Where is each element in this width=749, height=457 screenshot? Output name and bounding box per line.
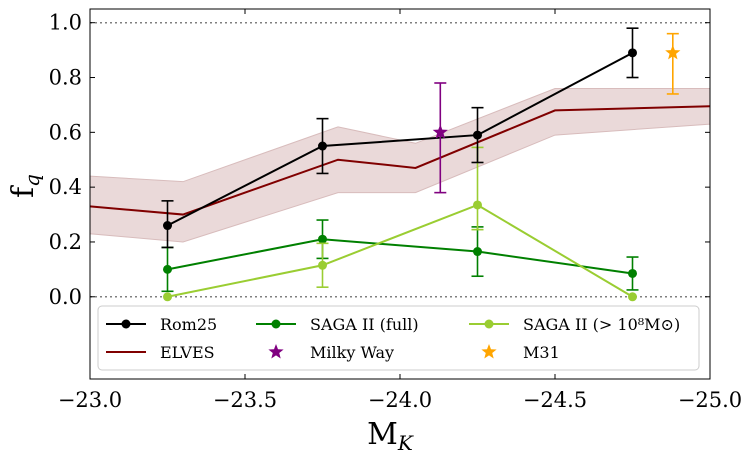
data-point bbox=[318, 260, 327, 270]
legend-item-rom25: Rom25 bbox=[106, 315, 217, 334]
series-saga-ii-10-m bbox=[163, 146, 637, 302]
series-line bbox=[167, 238, 633, 275]
data-point bbox=[473, 247, 482, 257]
legend-marker bbox=[484, 319, 494, 329]
data-point bbox=[665, 44, 681, 60]
y-tick-label: 0.6 bbox=[49, 120, 82, 144]
x-axis-title: MK bbox=[367, 417, 414, 455]
data-point bbox=[628, 48, 637, 58]
series-layer bbox=[89, 27, 711, 302]
data-point bbox=[628, 292, 637, 302]
x-tick-label: −25.0 bbox=[678, 388, 742, 412]
legend-label: M31 bbox=[523, 343, 560, 362]
x-tick-label: −24.0 bbox=[368, 388, 432, 412]
legend-label: SAGA II (> 10⁸M⊙) bbox=[523, 315, 680, 334]
y-tick-label: 0.0 bbox=[49, 285, 82, 309]
legend-item-elves: ELVES bbox=[106, 343, 215, 362]
elves-band-layer bbox=[89, 87, 711, 243]
data-point bbox=[432, 124, 448, 139]
x-axis-title-sub: K bbox=[397, 431, 414, 455]
legend-item-m31: M31 bbox=[481, 343, 560, 362]
legend-marker bbox=[271, 319, 281, 329]
y-axis-title: fq bbox=[6, 174, 44, 198]
x-tick-label: −24.5 bbox=[523, 388, 587, 412]
legend-items: Rom25 ELVES SAGA II (full) Milky Way SAGA II… bbox=[106, 315, 680, 362]
legend-item-saga-ii-10-m: SAGA II (> 10⁸M⊙) bbox=[469, 315, 680, 334]
legend-marker bbox=[121, 319, 131, 329]
data-point bbox=[163, 292, 172, 302]
data-point bbox=[473, 130, 482, 140]
series-milky-way bbox=[432, 82, 448, 194]
legend-label: Rom25 bbox=[160, 315, 217, 334]
series-line bbox=[167, 51, 633, 227]
legend-marker bbox=[481, 344, 497, 359]
data-point bbox=[473, 200, 482, 210]
ticks: −23.0 −23.5 −24.0 −24.5 −25.0 0.0 0.2 0.4 0.6 0.8… bbox=[49, 9, 742, 412]
legend-box bbox=[97, 305, 700, 371]
y-tick-label: 0.2 bbox=[49, 230, 82, 254]
data-point bbox=[163, 264, 172, 274]
legend-label: SAGA II (full) bbox=[310, 315, 419, 334]
y-tick-label: 0.8 bbox=[49, 66, 82, 90]
x-tick-label: −23.5 bbox=[213, 388, 277, 412]
y-axis-title-sub: q bbox=[20, 174, 44, 187]
series-saga-ii-full bbox=[161, 219, 639, 293]
data-point bbox=[628, 268, 637, 278]
legend: Rom25 ELVES SAGA II (full) Milky Way SAGA II… bbox=[97, 305, 700, 371]
legend-marker bbox=[268, 344, 284, 359]
series-rom25 bbox=[161, 27, 639, 249]
elves-band bbox=[89, 87, 711, 243]
legend-item-milky-way: Milky Way bbox=[268, 343, 394, 362]
y-tick-label: 0.4 bbox=[49, 175, 82, 199]
series-line bbox=[167, 203, 634, 298]
data-point bbox=[318, 234, 327, 244]
series-m31 bbox=[665, 32, 681, 95]
x-tick-label: −23.0 bbox=[58, 388, 122, 412]
legend-item-saga-ii-full: SAGA II (full) bbox=[256, 315, 419, 334]
legend-label: Milky Way bbox=[310, 343, 394, 362]
data-point bbox=[163, 221, 172, 231]
legend-label: ELVES bbox=[160, 343, 215, 362]
y-tick-label: 1.0 bbox=[49, 11, 82, 35]
reference-lines bbox=[90, 21, 710, 298]
data-point bbox=[318, 141, 327, 151]
